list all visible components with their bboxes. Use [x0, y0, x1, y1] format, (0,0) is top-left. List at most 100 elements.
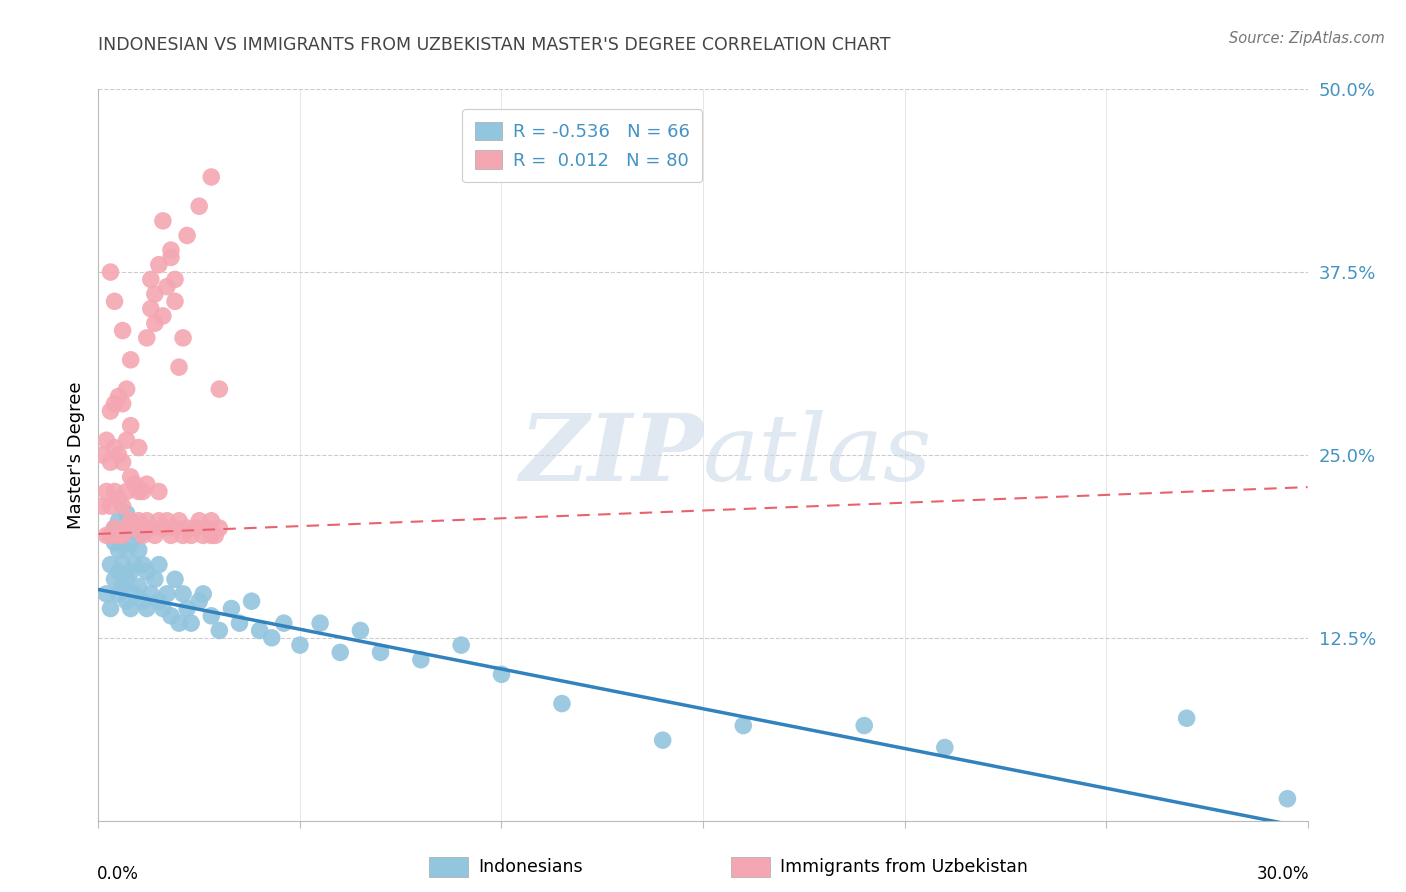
Text: Immigrants from Uzbekistan: Immigrants from Uzbekistan: [780, 858, 1028, 876]
Point: [139, 521, 162, 535]
Point: [120, 418, 142, 433]
Point: [853, 718, 876, 732]
Point: [200, 169, 222, 184]
Point: [450, 638, 472, 652]
Point: [135, 514, 157, 528]
Y-axis label: Master's Degree: Master's Degree: [66, 381, 84, 529]
Point: [172, 331, 194, 345]
Point: [111, 455, 134, 469]
Point: [124, 558, 146, 572]
Point: [195, 521, 218, 535]
Point: [128, 484, 150, 499]
Point: [103, 484, 125, 499]
Point: [733, 718, 755, 732]
Point: [120, 470, 142, 484]
Point: [111, 558, 134, 572]
Point: [167, 616, 190, 631]
Point: [156, 279, 179, 293]
Point: [107, 514, 129, 528]
Point: [221, 601, 243, 615]
Point: [208, 624, 231, 638]
Point: [1175, 711, 1198, 725]
Point: [176, 601, 198, 615]
Point: [172, 528, 194, 542]
Point: [152, 521, 174, 535]
Point: [100, 404, 122, 418]
Point: [240, 594, 263, 608]
Point: [103, 535, 125, 549]
Point: [128, 441, 150, 455]
Point: [1277, 791, 1299, 805]
Point: [273, 616, 295, 631]
Point: [115, 572, 138, 586]
Legend: R = -0.536   N = 66, R =  0.012   N = 80: R = -0.536 N = 66, R = 0.012 N = 80: [463, 109, 702, 182]
Point: [107, 543, 129, 558]
Point: [152, 601, 174, 615]
Point: [132, 484, 155, 499]
Point: [115, 543, 138, 558]
Point: [103, 441, 125, 455]
Point: [163, 572, 186, 586]
Point: [100, 455, 122, 469]
Point: [188, 594, 211, 608]
Point: [91, 448, 114, 462]
Point: [143, 316, 166, 330]
Point: [188, 514, 211, 528]
Point: [120, 565, 142, 579]
Point: [208, 382, 231, 396]
Point: [124, 587, 146, 601]
Point: [96, 484, 118, 499]
Point: [135, 477, 157, 491]
Point: [96, 434, 118, 448]
Point: [91, 499, 114, 513]
Text: 0.0%: 0.0%: [97, 864, 139, 882]
Point: [180, 616, 202, 631]
Point: [409, 653, 432, 667]
Point: [184, 521, 207, 535]
Point: [132, 594, 155, 608]
Point: [100, 601, 122, 615]
Text: INDONESIAN VS IMMIGRANTS FROM UZBEKISTAN MASTER'S DEGREE CORRELATION CHART: INDONESIAN VS IMMIGRANTS FROM UZBEKISTAN…: [98, 36, 891, 54]
Point: [167, 360, 190, 375]
Point: [139, 301, 162, 316]
Point: [228, 616, 250, 631]
Point: [103, 397, 125, 411]
Point: [100, 499, 122, 513]
Point: [120, 601, 142, 615]
Point: [107, 491, 129, 506]
Point: [200, 528, 222, 542]
Point: [160, 608, 183, 623]
Point: [107, 448, 129, 462]
Point: [115, 521, 138, 535]
Text: ZIP: ZIP: [519, 410, 703, 500]
Point: [103, 521, 125, 535]
Text: 30.0%: 30.0%: [1257, 864, 1309, 882]
Point: [193, 587, 215, 601]
Point: [148, 558, 170, 572]
Point: [100, 558, 122, 572]
Point: [111, 528, 134, 542]
Point: [124, 477, 146, 491]
Point: [139, 587, 162, 601]
Point: [148, 258, 170, 272]
Point: [135, 601, 157, 615]
Point: [152, 309, 174, 323]
Point: [156, 514, 179, 528]
Point: [132, 528, 155, 542]
Point: [148, 484, 170, 499]
Point: [176, 521, 198, 535]
Point: [309, 616, 332, 631]
Point: [370, 645, 392, 659]
Point: [349, 624, 371, 638]
Point: [115, 507, 138, 521]
Point: [128, 580, 150, 594]
Point: [111, 397, 134, 411]
Point: [132, 558, 155, 572]
Point: [143, 528, 166, 542]
Point: [156, 587, 179, 601]
Point: [329, 645, 352, 659]
Point: [107, 389, 129, 403]
Point: [163, 272, 186, 286]
Point: [111, 580, 134, 594]
Point: [249, 624, 271, 638]
